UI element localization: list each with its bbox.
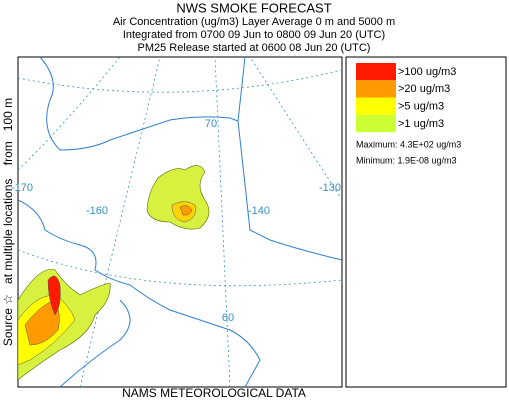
graticule bbox=[249, 57, 342, 201]
legend-swatch bbox=[356, 63, 396, 81]
smoke-plume bbox=[24, 299, 60, 346]
graticule bbox=[18, 57, 121, 171]
graticule bbox=[79, 57, 161, 387]
graticule-label: 70 bbox=[205, 118, 217, 130]
graticule bbox=[18, 249, 342, 287]
legend-label: >1 ug/m3 bbox=[398, 118, 444, 130]
footer: NAMS METEOROLOGICAL DATA bbox=[122, 386, 306, 400]
smoke-plume bbox=[179, 205, 193, 216]
subtitle: Air Concentration (ug/m3) Layer Average … bbox=[113, 16, 395, 28]
legend-swatch bbox=[356, 97, 396, 115]
subtitle: PM25 Release started at 0600 08 Jun 20 (… bbox=[138, 42, 371, 54]
graticule bbox=[214, 57, 231, 387]
title: NWS SMOKE FORECAST bbox=[176, 0, 331, 15]
legend-label: >100 ug/m3 bbox=[398, 66, 456, 78]
smoke-plume bbox=[47, 275, 61, 316]
subtitle: Integrated from 0700 09 Jun to 0800 09 J… bbox=[123, 29, 385, 41]
legend-swatch bbox=[356, 114, 396, 133]
legend-maximum: Maximum: 4.3E+02 ug/m3 bbox=[356, 139, 461, 149]
side-label: Source ☆ at multiple locations from 100 … bbox=[1, 98, 15, 346]
legend-swatch bbox=[356, 80, 396, 98]
map bbox=[17, 56, 343, 388]
legend-label: >5 ug/m3 bbox=[398, 101, 444, 113]
legend-label: >20 ug/m3 bbox=[398, 83, 450, 95]
graticule-label: 60 bbox=[222, 312, 234, 324]
coastline bbox=[18, 199, 261, 387]
graticule-label: -140 bbox=[248, 205, 270, 217]
graticule-label: -130 bbox=[319, 182, 341, 194]
graticule-label: -170 bbox=[11, 182, 33, 194]
border bbox=[237, 57, 246, 122]
graticule-label: -160 bbox=[86, 205, 108, 217]
coastline bbox=[39, 57, 342, 261]
coastline bbox=[59, 299, 131, 387]
legend-minimum: Minimum: 1.9E-08 ug/m3 bbox=[356, 155, 457, 165]
